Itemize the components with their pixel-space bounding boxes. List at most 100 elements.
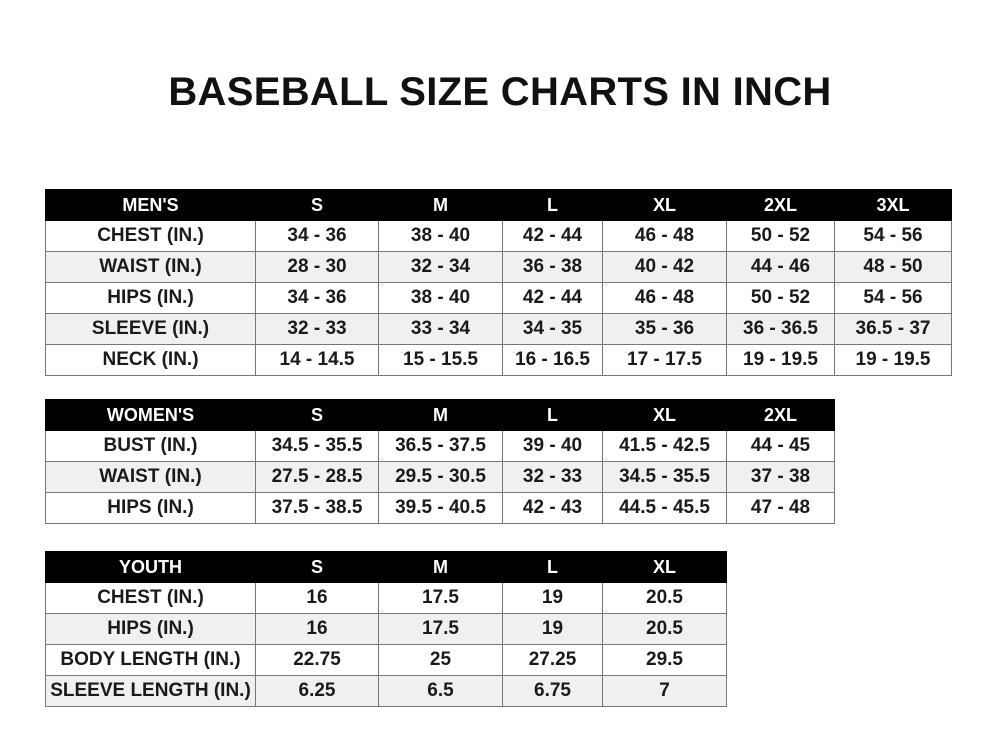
measurement-label: BODY LENGTH (IN.): [45, 644, 256, 676]
size-header: 2XL: [726, 399, 835, 431]
size-value: 44.5 - 45.5: [602, 492, 727, 524]
measurement-label: CHEST (IN.): [45, 582, 256, 614]
table-row: SLEEVE LENGTH (IN.) 6.25 6.5 6.75 7: [45, 675, 727, 707]
size-value: 36 - 36.5: [726, 313, 835, 345]
measurement-label: BUST (IN.): [45, 430, 256, 462]
size-value: 39.5 - 40.5: [378, 492, 503, 524]
youth-size-table: YOUTH S M L XL CHEST (IN.) 16 17.5 19 20.5 HIPS (I…: [45, 551, 727, 707]
size-value: 36 - 38: [502, 251, 603, 283]
size-header: L: [502, 399, 603, 431]
category-header: WOMEN'S: [45, 399, 256, 431]
measurement-label: SLEEVE LENGTH (IN.): [45, 675, 256, 707]
size-value: 27.25: [502, 644, 603, 676]
table-row: BUST (IN.) 34.5 - 35.5 36.5 - 37.5 39 - 40 4…: [45, 430, 835, 462]
measurement-label: NECK (IN.): [45, 344, 256, 376]
size-header: M: [378, 399, 503, 431]
size-header: L: [502, 189, 603, 221]
size-value: 19 - 19.5: [834, 344, 952, 376]
size-value: 39 - 40: [502, 430, 603, 462]
category-header: YOUTH: [45, 551, 256, 583]
size-value: 27.5 - 28.5: [255, 461, 379, 493]
size-value: 34 - 35: [502, 313, 603, 345]
size-value: 46 - 48: [602, 282, 727, 314]
size-value: 54 - 56: [834, 282, 952, 314]
size-value: 15 - 15.5: [378, 344, 503, 376]
size-value: 46 - 48: [602, 220, 727, 252]
size-value: 44 - 46: [726, 251, 835, 283]
size-value: 48 - 50: [834, 251, 952, 283]
size-value: 17.5: [378, 582, 503, 614]
size-value: 44 - 45: [726, 430, 835, 462]
size-value: 36.5 - 37: [834, 313, 952, 345]
size-value: 34 - 36: [255, 220, 379, 252]
size-header: 2XL: [726, 189, 835, 221]
size-header: XL: [602, 551, 727, 583]
size-value: 33 - 34: [378, 313, 503, 345]
size-value: 37 - 38: [726, 461, 835, 493]
size-value: 6.25: [255, 675, 379, 707]
mens-size-table: MEN'S S M L XL 2XL 3XL CHEST (IN.) 34 - 36 38 - 4…: [45, 189, 952, 376]
size-value: 35 - 36: [602, 313, 727, 345]
size-header: S: [255, 551, 379, 583]
size-value: 47 - 48: [726, 492, 835, 524]
size-header: S: [255, 189, 379, 221]
size-value: 38 - 40: [378, 220, 503, 252]
size-value: 42 - 44: [502, 282, 603, 314]
table-row: BODY LENGTH (IN.) 22.75 25 27.25 29.5: [45, 644, 727, 676]
size-value: 17 - 17.5: [602, 344, 727, 376]
page-title: BASEBALL SIZE CHARTS IN INCH: [168, 70, 832, 114]
womens-size-table: WOMEN'S S M L XL 2XL BUST (IN.) 34.5 - 35.5 36.5…: [45, 399, 835, 524]
size-value: 20.5: [602, 613, 727, 645]
header-row: WOMEN'S S M L XL 2XL: [45, 399, 835, 431]
size-value: 50 - 52: [726, 282, 835, 314]
size-value: 29.5: [602, 644, 727, 676]
table-row: CHEST (IN.) 16 17.5 19 20.5: [45, 582, 727, 614]
size-header: M: [378, 551, 503, 583]
size-value: 50 - 52: [726, 220, 835, 252]
table-row: CHEST (IN.) 34 - 36 38 - 40 42 - 44 46 - 48 5…: [45, 220, 952, 252]
measurement-label: HIPS (IN.): [45, 613, 256, 645]
size-value: 32 - 34: [378, 251, 503, 283]
table-row: HIPS (IN.) 37.5 - 38.5 39.5 - 40.5 42 - 43 4…: [45, 492, 835, 524]
measurement-label: CHEST (IN.): [45, 220, 256, 252]
size-value: 34.5 - 35.5: [602, 461, 727, 493]
size-header: L: [502, 551, 603, 583]
header-row: MEN'S S M L XL 2XL 3XL: [45, 189, 952, 221]
size-value: 42 - 44: [502, 220, 603, 252]
size-value: 34.5 - 35.5: [255, 430, 379, 462]
measurement-label: SLEEVE (IN.): [45, 313, 256, 345]
size-value: 16: [255, 582, 379, 614]
header-row: YOUTH S M L XL: [45, 551, 727, 583]
size-header: XL: [602, 189, 727, 221]
measurement-label: WAIST (IN.): [45, 251, 256, 283]
table-row: NECK (IN.) 14 - 14.5 15 - 15.5 16 - 16.5 17 …: [45, 344, 952, 376]
size-value: 34 - 36: [255, 282, 379, 314]
size-value: 17.5: [378, 613, 503, 645]
table-row: HIPS (IN.) 34 - 36 38 - 40 42 - 44 46 - 48 50…: [45, 282, 952, 314]
table-row: WAIST (IN.) 28 - 30 32 - 34 36 - 38 40 - 42 4…: [45, 251, 952, 283]
size-value: 28 - 30: [255, 251, 379, 283]
size-value: 16 - 16.5: [502, 344, 603, 376]
size-value: 38 - 40: [378, 282, 503, 314]
measurement-label: HIPS (IN.): [45, 282, 256, 314]
size-value: 19 - 19.5: [726, 344, 835, 376]
size-header: XL: [602, 399, 727, 431]
category-header: MEN'S: [45, 189, 256, 221]
size-value: 16: [255, 613, 379, 645]
size-value: 19: [502, 613, 603, 645]
size-value: 36.5 - 37.5: [378, 430, 503, 462]
size-value: 32 - 33: [255, 313, 379, 345]
size-value: 7: [602, 675, 727, 707]
size-value: 54 - 56: [834, 220, 952, 252]
measurement-label: WAIST (IN.): [45, 461, 256, 493]
measurement-label: HIPS (IN.): [45, 492, 256, 524]
size-header: 3XL: [834, 189, 952, 221]
size-header: S: [255, 399, 379, 431]
size-value: 29.5 - 30.5: [378, 461, 503, 493]
size-value: 41.5 - 42.5: [602, 430, 727, 462]
size-value: 20.5: [602, 582, 727, 614]
size-value: 37.5 - 38.5: [255, 492, 379, 524]
size-value: 42 - 43: [502, 492, 603, 524]
size-value: 25: [378, 644, 503, 676]
table-row: HIPS (IN.) 16 17.5 19 20.5: [45, 613, 727, 645]
